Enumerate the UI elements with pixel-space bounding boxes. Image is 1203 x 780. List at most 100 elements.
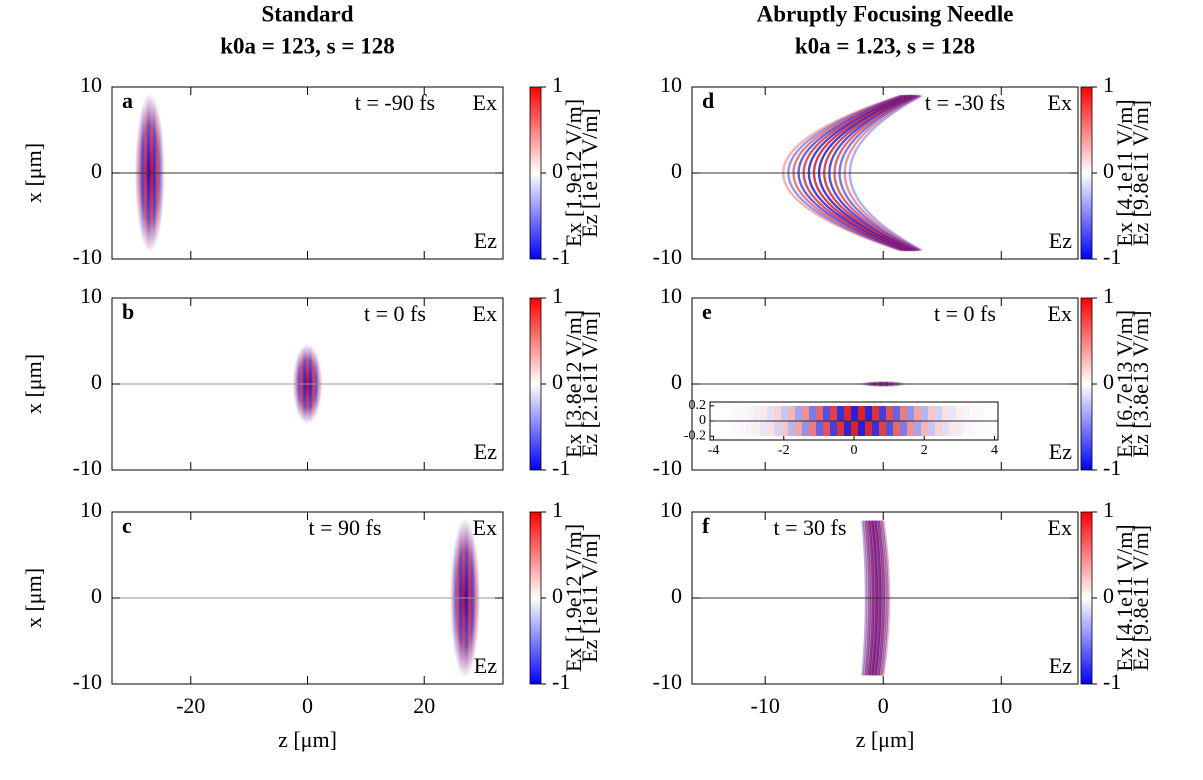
inset-field [970, 421, 977, 436]
inset-field [767, 421, 774, 436]
colorbar-label: Ex [4.1e11 V/m] [1112, 524, 1137, 671]
colorbar-label: Ex [1.9e12 V/m] [561, 524, 586, 672]
column-subtitle: k0a = 1.23, s = 128 [795, 33, 975, 58]
colorbar-tick-label: -1 [552, 455, 570, 480]
inset-field [970, 406, 977, 421]
inset-x-tick-label: 2 [921, 443, 928, 458]
colorbar-label: Ez [9.8e11 V/m] [1128, 100, 1153, 246]
colorbar-tick-label: 0 [552, 583, 563, 608]
field-label: Ez [474, 439, 497, 464]
colorbar-tick-label: 0 [552, 158, 563, 183]
time-annotation: t = 0 fs [364, 301, 426, 326]
inset-y-tick-label: -0.2 [684, 428, 706, 443]
inset-field [914, 421, 921, 436]
inset-field [795, 421, 802, 436]
time-annotation: t = 90 fs [309, 515, 382, 540]
column-title: Standard [261, 1, 353, 26]
inset-field [823, 421, 830, 436]
colorbar [529, 297, 542, 471]
field-label: Ex [473, 90, 497, 115]
colorbar-tick-label: -1 [1103, 244, 1121, 269]
y-tick-label: 10 [660, 72, 682, 97]
inset-field [928, 421, 935, 436]
inset-field [844, 406, 851, 421]
colorbar-label: Ez [2.1e11 V/m] [577, 311, 602, 457]
inset-field [865, 421, 872, 436]
inset-field [816, 406, 823, 421]
inset-field [991, 421, 998, 436]
inset-field [781, 421, 788, 436]
field-label: Ez [474, 228, 497, 253]
inset-field [886, 406, 893, 421]
inset-field [872, 421, 879, 436]
inset-field [837, 406, 844, 421]
column-title: Abruptly Focusing Needle [757, 1, 1014, 26]
colorbar-tick-label: 0 [1103, 583, 1114, 608]
panel-label: c [122, 513, 132, 538]
inset-field [977, 406, 984, 421]
y-tick-label: -10 [73, 244, 102, 269]
inset-field [767, 406, 774, 421]
colorbar-tick-label: -1 [1103, 669, 1121, 694]
y-axis-label: x [μm] [21, 143, 46, 203]
panel-label: b [122, 299, 134, 324]
inset-y-tick-label: 0.2 [689, 398, 707, 413]
inset-y-tick-label: 0 [699, 413, 706, 428]
inset-field [949, 406, 956, 421]
inset-field [718, 421, 725, 436]
colorbar-label: Ex [4.1e11 V/m] [1112, 99, 1137, 246]
inset-field [858, 406, 865, 421]
inset-field [732, 421, 739, 436]
colorbar-tick-label: 0 [1103, 158, 1114, 183]
colorbar-tick-label: 1 [552, 72, 563, 97]
inset-field [921, 406, 928, 421]
field-label: Ex [1048, 90, 1072, 115]
inset-field [984, 421, 991, 436]
inset-field [746, 406, 753, 421]
colorbar-tick-label: -1 [552, 244, 570, 269]
colorbar-tick-label: 1 [1103, 72, 1114, 97]
field-label: Ex [1048, 301, 1072, 326]
inset-field [956, 406, 963, 421]
colorbar-label: Ez [1e11 V/m] [577, 108, 602, 238]
inset-field [851, 406, 858, 421]
inset-field [774, 406, 781, 421]
x-tick-label: -10 [751, 693, 780, 718]
y-tick-label: 0 [91, 583, 102, 608]
time-annotation: t = -30 fs [925, 90, 1005, 115]
y-tick-label: -10 [653, 455, 682, 480]
colorbar-label: Ex [1.9e12 V/m] [561, 99, 586, 247]
colorbar-label: Ez [9.8e11 V/m] [1128, 525, 1153, 671]
inset-field [991, 406, 998, 421]
y-tick-label: 10 [660, 497, 682, 522]
inset-field [907, 421, 914, 436]
panel-label: d [702, 88, 714, 113]
y-tick-label: 10 [660, 283, 682, 308]
inset-field [739, 421, 746, 436]
colorbar [529, 511, 542, 685]
inset-field [935, 406, 942, 421]
inset-field [781, 406, 788, 421]
inset-field [746, 421, 753, 436]
colorbar-label: Ex [6.7e13 V/m] [1112, 310, 1137, 458]
inset-field [865, 406, 872, 421]
x-tick-label: -20 [176, 693, 205, 718]
y-tick-label: 0 [91, 369, 102, 394]
y-tick-label: -10 [653, 669, 682, 694]
inset-field [802, 421, 809, 436]
inset-field [851, 421, 858, 436]
x-axis-label: z [μm] [278, 727, 337, 752]
inset-field [921, 421, 928, 436]
colorbar [1080, 511, 1093, 685]
inset-field [802, 406, 809, 421]
colorbar [1080, 297, 1093, 471]
colorbar-tick-label: 1 [552, 283, 563, 308]
colorbar [529, 86, 542, 260]
panel-label: a [122, 88, 133, 113]
colorbar-tick-label: 1 [1103, 283, 1114, 308]
inset-field [830, 421, 837, 436]
field-label: Ez [1049, 439, 1072, 464]
time-annotation: t = 30 fs [774, 515, 847, 540]
field-label: Ez [1049, 653, 1072, 678]
